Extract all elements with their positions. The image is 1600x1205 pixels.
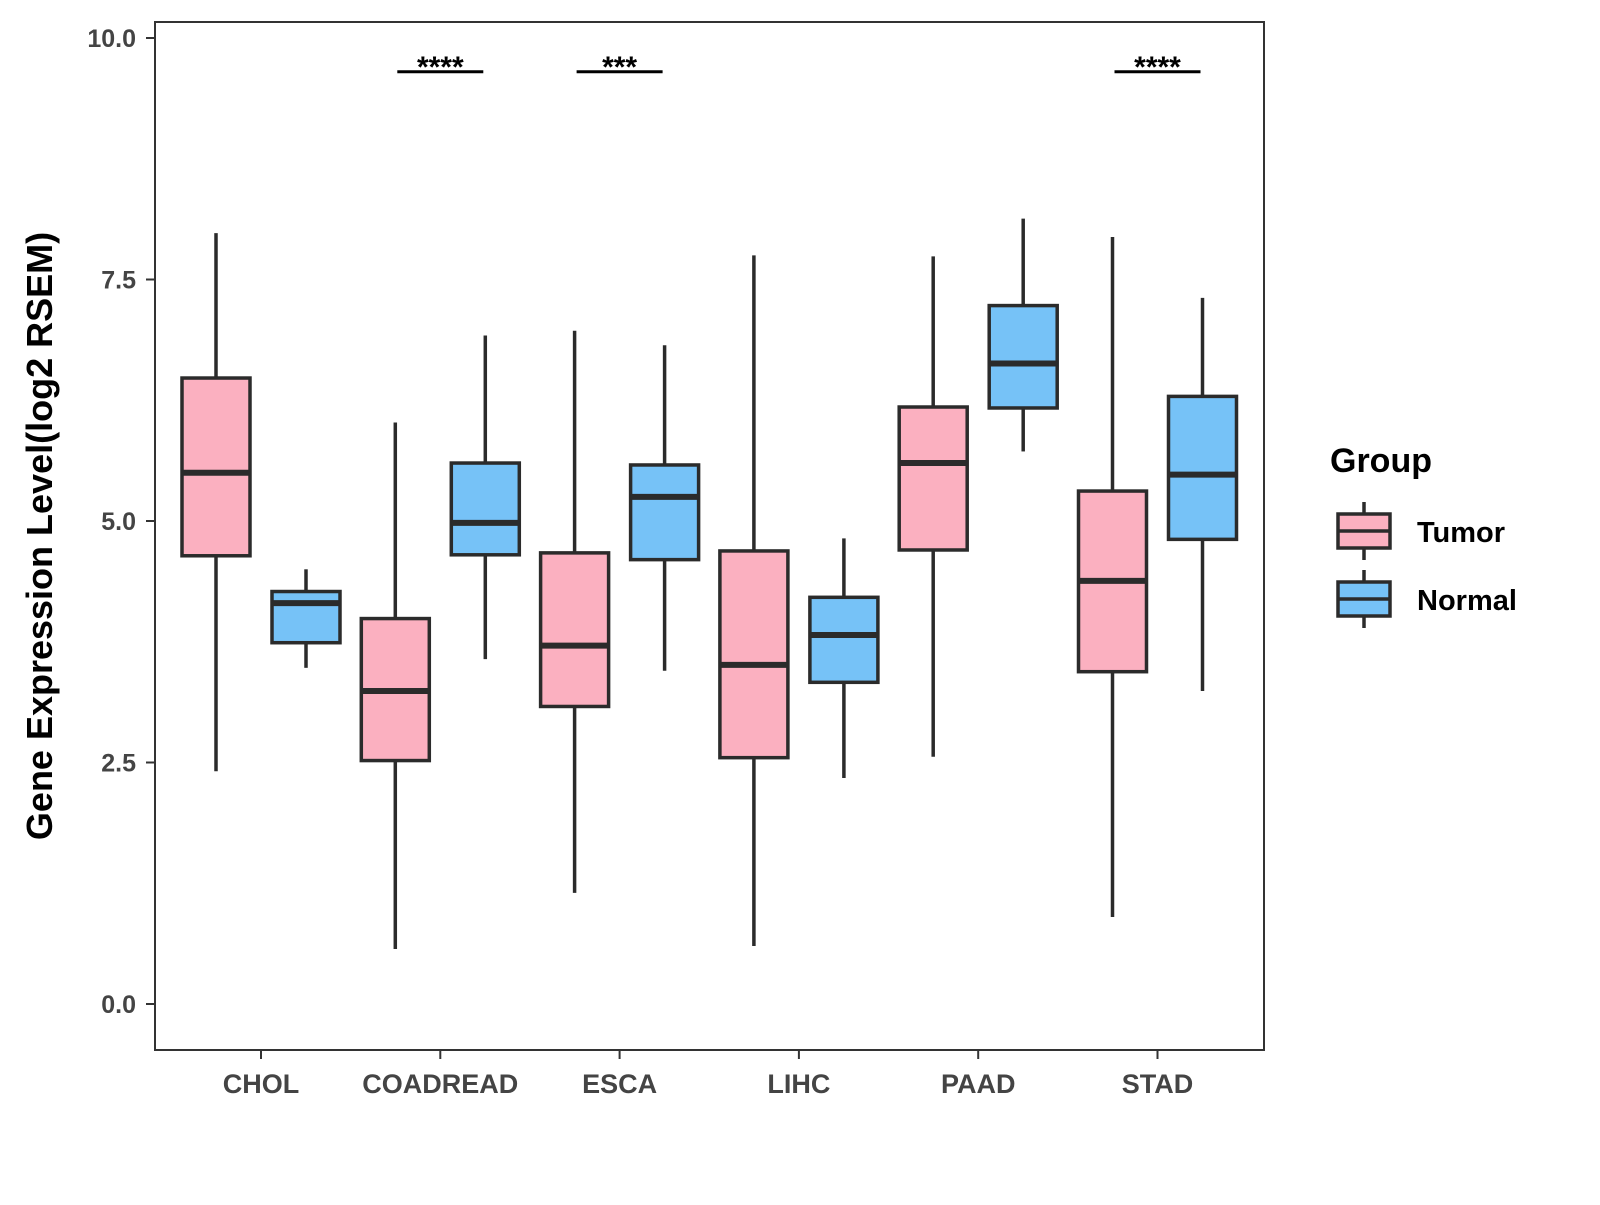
box-tumor-coadread (359, 422, 432, 949)
y-tick-label: 10.0 (87, 25, 136, 53)
box-normal-chol (270, 569, 342, 668)
y-tick-label: 2.5 (101, 750, 136, 778)
y-axis-label: Gene Expression Level(log2 RSEM) (19, 232, 60, 840)
x-tick-label: ESCA (582, 1069, 657, 1099)
box-iqr (180, 376, 252, 558)
x-tick-label: STAD (1122, 1069, 1194, 1099)
box-tumor-paad (897, 256, 969, 757)
box-normal-coadread (449, 335, 522, 660)
box-iqr (1166, 394, 1239, 542)
y-tick-label: 7.5 (101, 267, 136, 295)
box-tumor-chol (180, 233, 252, 772)
box-normal-lihc (808, 538, 880, 778)
box-iqr (628, 463, 701, 562)
significance-label: *** (602, 51, 637, 84)
legend-entry-tumor: Tumor (1336, 502, 1505, 560)
legend-title: Group (1330, 442, 1432, 480)
x-tick-label: LIHC (767, 1069, 830, 1099)
y-tick-label: 0.0 (101, 991, 136, 1019)
box-tumor-esca (538, 330, 611, 893)
significance-label: **** (1134, 51, 1181, 84)
box-normal-paad (987, 218, 1059, 452)
box-normal-stad (1166, 297, 1239, 692)
box-normal-esca (628, 345, 701, 671)
box-iqr (897, 405, 969, 552)
significance-label: **** (417, 51, 464, 84)
legend: Group Tumor Normal (1330, 442, 1517, 628)
y-tick-label: 5.0 (101, 508, 136, 536)
box-iqr (270, 589, 342, 645)
box-iqr (538, 551, 611, 709)
box-iqr (987, 303, 1059, 410)
box-iqr (449, 461, 522, 557)
legend-label: Tumor (1417, 517, 1505, 549)
legend-entry-normal: Normal (1336, 570, 1517, 628)
legend-label: Normal (1417, 585, 1517, 617)
box-iqr (718, 549, 790, 760)
x-tick-label: COADREAD (362, 1069, 518, 1099)
box-tumor-stad (1076, 236, 1149, 918)
x-tick-label: CHOL (223, 1069, 300, 1099)
box-iqr (808, 595, 880, 685)
x-tick-label: PAAD (941, 1069, 1016, 1099)
box-tumor-lihc (718, 255, 790, 947)
